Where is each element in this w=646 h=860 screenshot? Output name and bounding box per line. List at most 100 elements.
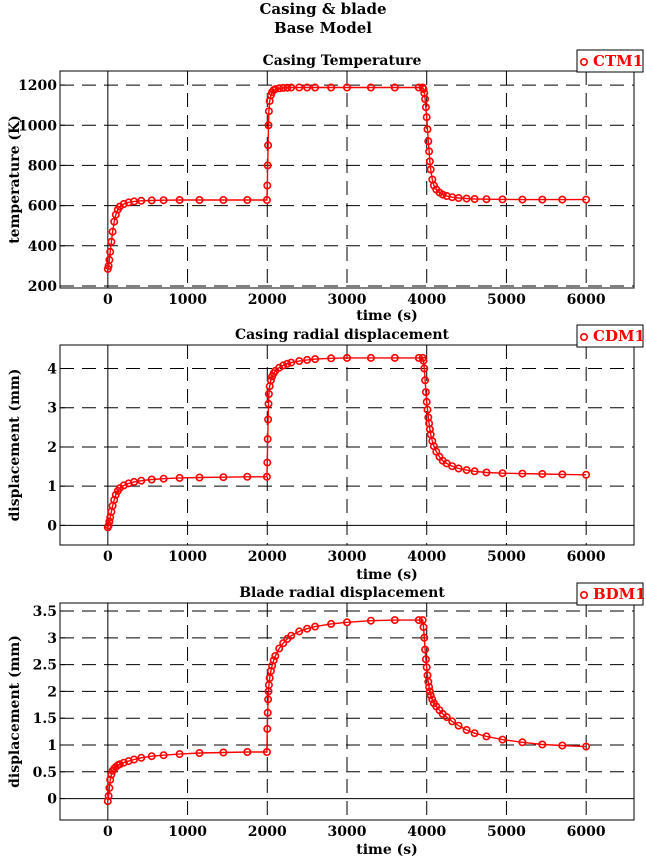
plot3-data-point-52 [425,687,434,696]
plot2-data-point-37 [311,355,320,364]
plot1-data-point-68 [558,195,567,204]
plot3-data-point-68 [558,741,567,750]
plot3-ytick-label-1: 0.5 [33,765,57,781]
plot1-legend-box [576,49,644,73]
plot1-data-point-62 [462,194,471,203]
plot3-ytick-label-0: 0 [47,792,57,808]
plot1-data-point-63 [470,195,479,204]
plot2-group: 0 1000 2000 3000 4000 5000 6000 0 1 2 3 4 Casing rad… [7,324,645,583]
plot3-xtick-label-1: 1000 [168,824,207,840]
plot1-data-point-6 [110,217,119,226]
plot3-xlabel: time (s) [356,842,418,858]
plot1-legend-marker [579,57,588,66]
plot1-data-point-32 [279,83,288,92]
plot1-data-point-38 [327,83,336,92]
plot1-data-point-21 [263,181,272,190]
plot1-data-point-31 [275,84,284,93]
plot3-data-point-30 [271,651,280,660]
plot3-data-point-38 [327,619,336,628]
plot3-data-point-17 [195,748,204,757]
plot3-xtick-label-6: 6000 [567,824,606,840]
plot1-data-point-49 [423,125,432,134]
plot2-ylabel: displacement (mm) [7,369,23,522]
plot3-data-point-61 [454,721,463,730]
plot2-data-point-25 [264,389,273,398]
plot2-data-point-21 [263,458,272,467]
plot3-data-point-37 [311,622,320,631]
plot1-data-point-5 [108,227,117,236]
plot3-ytick-label-5: 2.5 [33,658,57,674]
plot1-data-point-64 [482,195,491,204]
plot1-xtick-label-6: 6000 [567,292,606,308]
plot1-data-point-65 [498,195,507,204]
plot1-ytick-label-1: 400 [28,239,57,255]
plot2-data-point-68 [558,470,567,479]
plot3-data-point-18 [219,748,228,757]
plot1-data-point-23 [264,141,273,150]
plot1-xtick-label-0: 0 [103,292,113,308]
plot2-data-point-49 [423,405,432,414]
plot3-data-point-59 [442,713,451,722]
plot2-data-point-69 [582,470,591,479]
plot1-ytick-label-2: 600 [28,199,57,215]
plot1-data-point-17 [195,196,204,205]
plot3-data-point-45 [420,633,429,642]
plot3-data-point-27 [266,666,275,675]
plot3-data-point-60 [448,717,457,726]
plot2-xtick-label-4: 4000 [407,549,446,565]
plot2-data-point-65 [498,469,507,478]
plot1-title: Casing Temperature [263,53,422,69]
plot2-data-point-67 [538,469,547,478]
plot3-data-point-3 [106,775,115,784]
plot3-xtick-label-5: 5000 [487,824,526,840]
plot1-data-point-4 [107,237,116,246]
plot2-data-point-31 [275,363,284,372]
plot2-data-point-44 [419,356,428,365]
plot2-data-point-17 [195,473,204,482]
plot3-group: 0 1000 2000 3000 4000 5000 6000 0 0.5 1 1.5 2 2.5 3 3.… [7,582,646,858]
plot1-data-point-34 [287,83,296,92]
plot3-data-point-19 [243,747,252,756]
plot1-ytick-label-4: 1000 [18,118,57,134]
plot3-data-point-63 [470,729,479,738]
plot1-data-point-2 [105,255,114,264]
plot1-data-point-51 [425,147,434,156]
plot3-data-point-1 [104,791,113,800]
plot2-data-point-61 [454,464,463,473]
plot1-data-point-14 [147,196,156,205]
plot2-data-point-20 [262,472,271,481]
plot3-data-point-44 [419,623,428,632]
plot1-data-point-19 [243,196,252,205]
plot2-xtick-label-3: 3000 [328,549,367,565]
figure-title-line2: Base Model [274,19,372,37]
plot2-data-point-40 [366,353,375,362]
plot1-data-point-24 [264,121,273,130]
plot3-data-point-42 [414,616,423,625]
plot1-ytick-label-3: 800 [28,158,57,174]
plot2-data-point-35 [295,357,304,366]
plot2-data-point-39 [342,353,351,362]
plot3-data-point-62 [462,725,471,734]
plot2-legend-label: CDM1 [593,327,645,345]
plot3-title: Blade radial displacement [239,585,445,601]
plot1-data-point-42 [414,83,423,92]
plot1-data-point-15 [159,196,168,205]
plot3-data-point-21 [263,724,272,733]
plot1-data-point-35 [295,83,304,92]
plot2-data-point-62 [462,466,471,475]
plot2-ytick-label-0: 0 [47,518,57,534]
plot1-xlabel: time (s) [356,308,418,324]
plot3-data-point-14 [147,752,156,761]
plot3-legend-label: BDM1 [593,585,646,603]
plot2-xlabel: time (s) [356,567,418,583]
plot1-data-point-61 [454,194,463,203]
plot1-data-point-50 [424,137,433,146]
plot3-data-point-9 [115,760,124,769]
plot2-data-point-22 [263,435,272,444]
plot2-data-point-14 [147,475,156,484]
plot3-data-point-20 [262,747,271,756]
plot2-data-point-46 [421,376,430,385]
plot2-legend-marker [579,332,588,341]
plot1-data-point-66 [518,195,527,204]
plot2-data-point-45 [420,364,429,373]
